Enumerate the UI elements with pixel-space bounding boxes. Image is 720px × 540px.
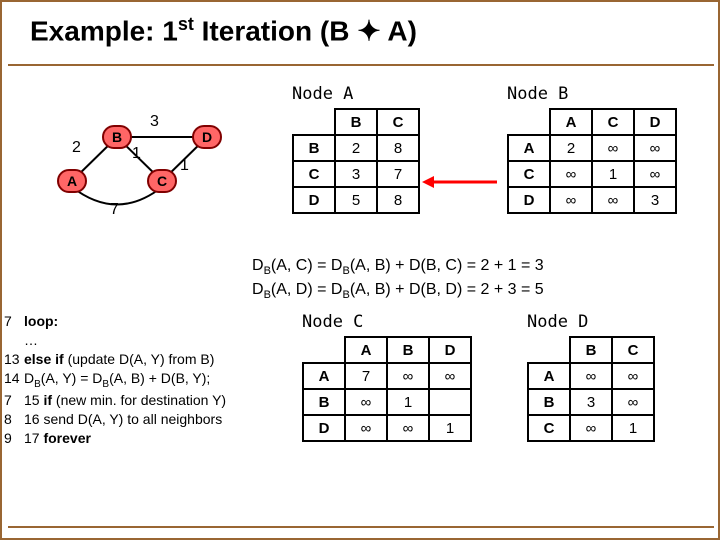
network-graph: A B C D 2 3 1 1 7	[52, 107, 232, 227]
table-b-label: Node B	[507, 84, 568, 104]
pseudocode: 7loop: … 13else if (update D(A, Y) from …	[2, 312, 226, 448]
arrow-icon	[422, 172, 502, 192]
slide-title: Example: 1st Iteration (B ✦ A)	[30, 14, 417, 47]
table-d: BC A∞∞ B3∞ C∞1	[527, 336, 655, 442]
divider-top	[8, 64, 714, 66]
table-a-label: Node A	[292, 84, 353, 104]
edge-weight: 2	[72, 139, 81, 157]
node-d: D	[192, 125, 222, 149]
edge-weight: 3	[150, 113, 159, 131]
edge-weight: 1	[180, 157, 189, 175]
equations: DB(A, C) = DB(A, B) + D(B, C) = 2 + 1 = …	[252, 257, 544, 305]
table-a: BC B28 C37 D58	[292, 108, 420, 214]
table-c-label: Node C	[302, 312, 363, 332]
edge-weight: 1	[132, 145, 141, 163]
divider-bottom	[8, 526, 714, 528]
node-b: B	[102, 125, 132, 149]
node-a: A	[57, 169, 87, 193]
table-d-label: Node D	[527, 312, 588, 332]
node-c: C	[147, 169, 177, 193]
table-c: ABD A7∞∞ B∞1 D∞∞1	[302, 336, 472, 442]
table-b: ACD A2∞∞ C∞1∞ D∞∞3	[507, 108, 677, 214]
edge-weight: 7	[110, 201, 119, 219]
